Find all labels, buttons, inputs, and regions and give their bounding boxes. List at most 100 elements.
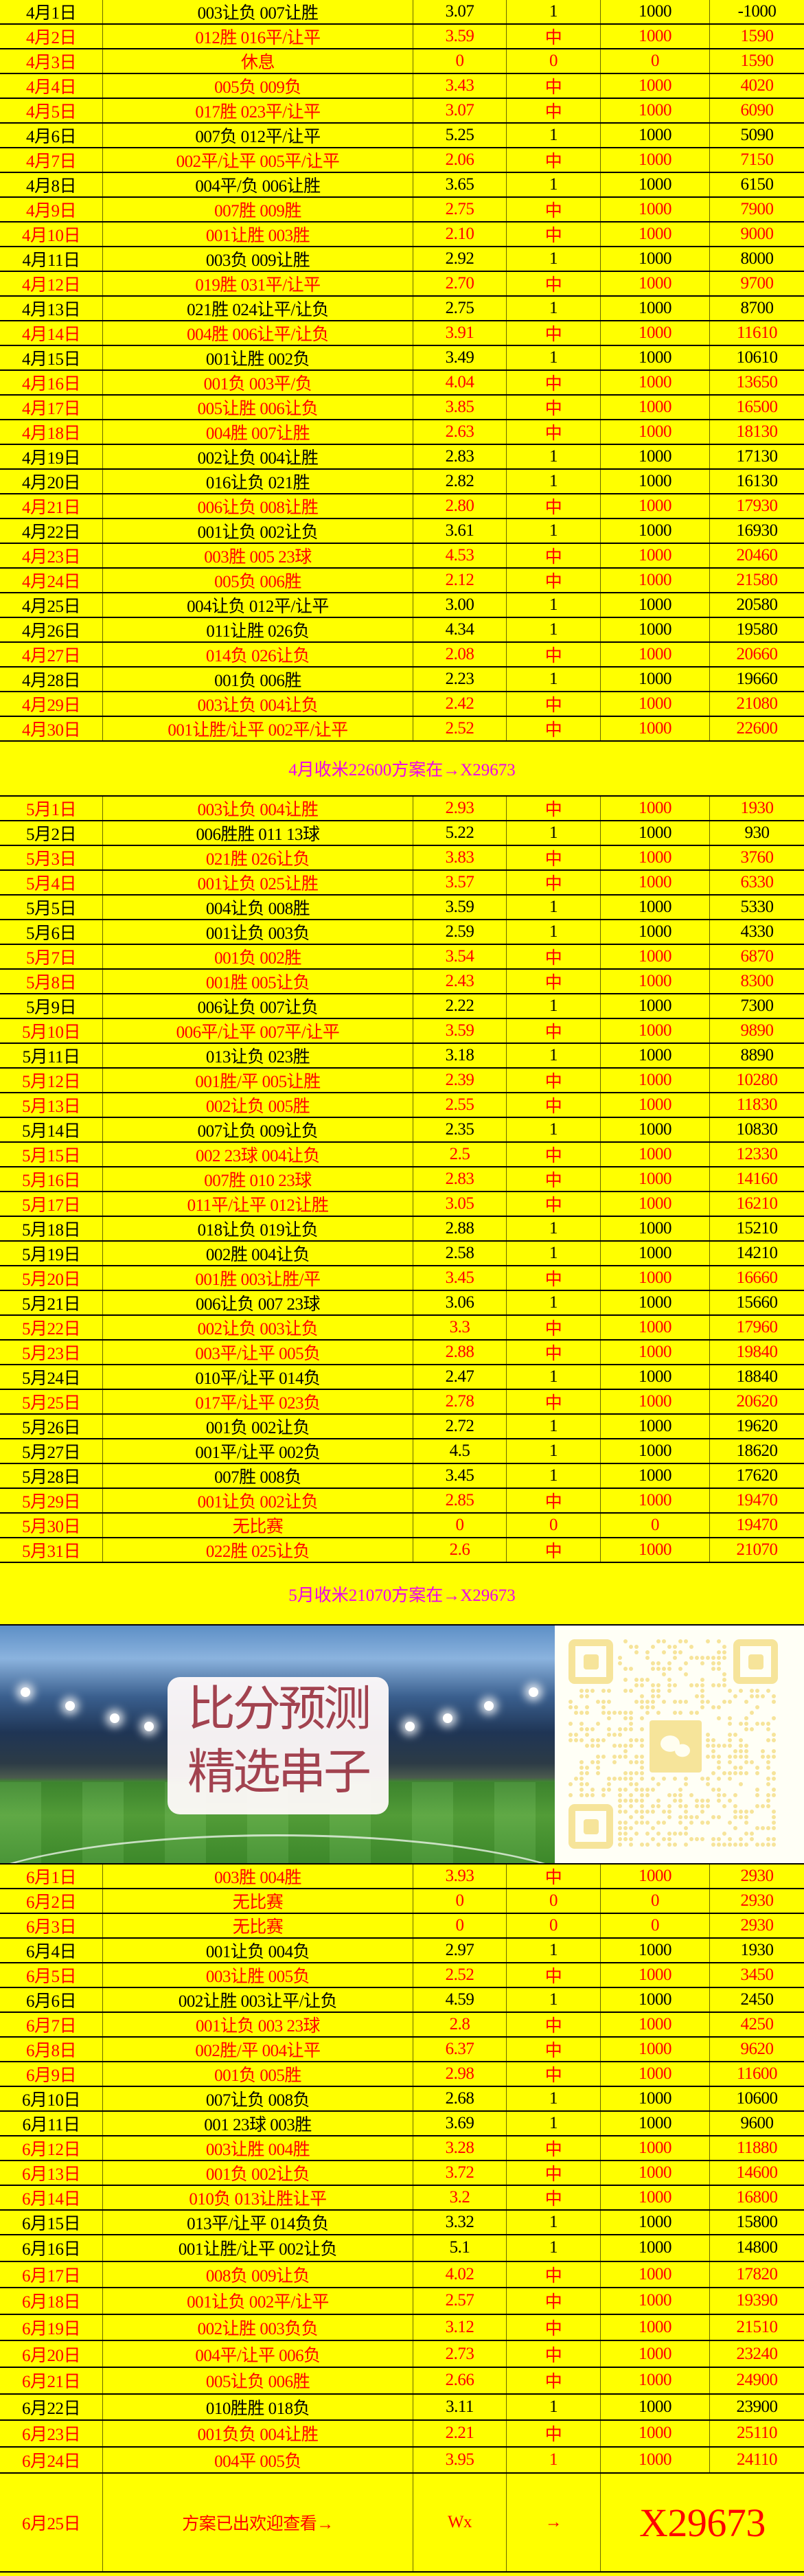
- picks-cell: 002胜/平 004让平: [103, 2038, 413, 2061]
- picks-cell: 002让负 004让胜: [103, 445, 413, 468]
- stake-cell: 1000: [601, 871, 710, 894]
- odds-cell: 2.59: [413, 920, 507, 944]
- stake-cell: 1000: [601, 2211, 710, 2234]
- picks-cell: 003负 009让胜: [103, 247, 413, 271]
- odds-cell: 2.23: [413, 668, 507, 691]
- stake-cell: 1000: [601, 2261, 710, 2288]
- date-cell: 4月28日: [0, 668, 103, 691]
- odds-cell: 3.91: [413, 321, 507, 345]
- picks-cell: 017胜 023平/让平: [103, 99, 413, 122]
- date-cell: 5月30日: [0, 1514, 103, 1537]
- odds-cell: 2.35: [413, 1118, 507, 1141]
- odds-cell: 3.69: [413, 2112, 507, 2135]
- table-row: 4月30日 001让胜/让平 002平/让平 2.52 中 1000 22600: [0, 717, 804, 742]
- date-cell: 6月20日: [0, 2341, 103, 2367]
- result-cell: 1: [507, 1439, 601, 1463]
- balance-cell: 15210: [736, 1219, 779, 1238]
- picks-cell: 002平/让平 005平/让平: [103, 148, 413, 172]
- picks-cell: 007胜 010 23球: [103, 1167, 413, 1191]
- stake-cell: 0: [601, 1514, 710, 1537]
- date-cell: 4月7日: [0, 148, 103, 172]
- balance-cell: 1930: [740, 1941, 774, 1959]
- table-row: 6月17日 008负 009让负 4.02 中 1000 17820: [0, 2261, 804, 2289]
- odds-cell: 3.54: [413, 945, 507, 968]
- date-cell: 5月27日: [0, 1439, 103, 1463]
- odds-cell: 4.53: [413, 544, 507, 567]
- odds-cell: 3.32: [413, 2211, 507, 2234]
- table-row: 6月9日 001负 005胜 2.98 中 1000 11600: [0, 2062, 804, 2087]
- odds-cell: 2.88: [413, 1341, 507, 1364]
- result-cell: 中: [507, 420, 601, 444]
- stake-cell: 1000: [601, 1044, 710, 1067]
- stake-cell: 1000: [601, 519, 710, 543]
- odds-cell: 2.75: [413, 198, 507, 221]
- date-cell: 5月26日: [0, 1415, 103, 1438]
- picks-cell: 017平/让平 023负: [103, 1390, 413, 1413]
- balance-cell: 1590: [740, 27, 774, 45]
- balance-cell: 9620: [740, 2040, 774, 2058]
- balance-cell: 23900: [736, 2397, 779, 2416]
- date-cell: 5月19日: [0, 1242, 103, 1265]
- balance-cell: 9000: [740, 225, 774, 243]
- odds-cell: 3.07: [413, 99, 507, 122]
- table-row: 5月10日 006平/让平 007平/让平 3.59 中 1000 9890: [0, 1019, 804, 1044]
- odds-cell: 3.06: [413, 1291, 507, 1314]
- stake-cell: 1000: [601, 920, 710, 944]
- date-cell: 4月12日: [0, 272, 103, 295]
- date-cell: 5月21日: [0, 1291, 103, 1314]
- stake-cell: 1000: [601, 1143, 710, 1166]
- result-cell: 1: [507, 821, 601, 845]
- table-row: 5月12日 001胜/平 005让胜 2.39 中 1000 10280: [0, 1069, 804, 1093]
- date-cell: 5月13日: [0, 1093, 103, 1117]
- table-row: 6月8日 002胜/平 004让平 6.37 中 1000 9620: [0, 2038, 804, 2062]
- date-cell: 4月30日: [0, 717, 103, 740]
- odds-cell: 2.08: [413, 643, 507, 666]
- odds-cell: 2.92: [413, 247, 507, 271]
- date-cell: 5月12日: [0, 1069, 103, 1092]
- picks-cell: 007让负 009让负: [103, 1118, 413, 1141]
- picks-cell: 001负 003平/负: [103, 371, 413, 394]
- picks-cell: 001让胜/让平 002平/让平: [103, 717, 413, 740]
- picks-cell: 002让负 005胜: [103, 1093, 413, 1117]
- balance-cell: 6150: [740, 175, 774, 194]
- stake-cell: 1000: [601, 2288, 710, 2314]
- stake-cell: 1000: [601, 247, 710, 271]
- odds-cell: 6.37: [413, 2038, 507, 2061]
- date-cell: 4月19日: [0, 445, 103, 468]
- balance-cell: 20660: [736, 645, 779, 663]
- result-cell: 1: [507, 920, 601, 944]
- table-row: 6月7日 001让负 003 23球 2.8 中 1000 4250: [0, 2013, 804, 2038]
- april-summary: 4月收米22600方案在→X29673: [0, 742, 804, 797]
- stake-cell: 1000: [601, 643, 710, 666]
- balance-cell: 2450: [740, 1990, 774, 2009]
- result-cell: 中: [507, 371, 601, 394]
- odds-cell: 2.8: [413, 2013, 507, 2036]
- stake-cell: 1000: [601, 173, 710, 196]
- balance-cell: 11880: [736, 2139, 778, 2157]
- stake-cell: 1000: [601, 124, 710, 147]
- odds-cell: 2.70: [413, 272, 507, 295]
- result-cell: 中: [507, 2261, 601, 2288]
- odds-cell: 3.45: [413, 1266, 507, 1290]
- stake-cell: 1000: [601, 2038, 710, 2061]
- balance-cell: 16660: [736, 1268, 779, 1287]
- picks-cell: 无比赛: [103, 1514, 413, 1537]
- stake-cell: 1000: [601, 2062, 710, 2086]
- balance-cell: 23240: [736, 2344, 779, 2363]
- result-cell: 中: [507, 797, 601, 820]
- odds-cell: 3.59: [413, 1019, 507, 1042]
- may-summary: 5月收米21070方案在→X29673: [0, 1563, 804, 1626]
- result-cell: 中: [507, 1192, 601, 1216]
- date-cell: 5月10日: [0, 1019, 103, 1042]
- table-row: 4月2日 012胜 016平/让平 3.59 中 1000 1590: [0, 25, 804, 49]
- stake-cell: 1000: [601, 321, 710, 345]
- table-row: 6月16日 001让胜/让平 002让负 5.1 1 1000 14800: [0, 2235, 804, 2262]
- odds-cell: 3.12: [413, 2314, 507, 2340]
- date-cell: 4月13日: [0, 297, 103, 320]
- date-cell: 5月28日: [0, 1464, 103, 1488]
- table-row: 5月21日 006让负 007 23球 3.06 1 1000 15660: [0, 1291, 804, 1316]
- stake-cell: 1000: [601, 445, 710, 468]
- balance-cell: 17960: [736, 1318, 779, 1336]
- picks-cell: 无比赛: [103, 1889, 413, 1913]
- result-cell: 中: [507, 321, 601, 345]
